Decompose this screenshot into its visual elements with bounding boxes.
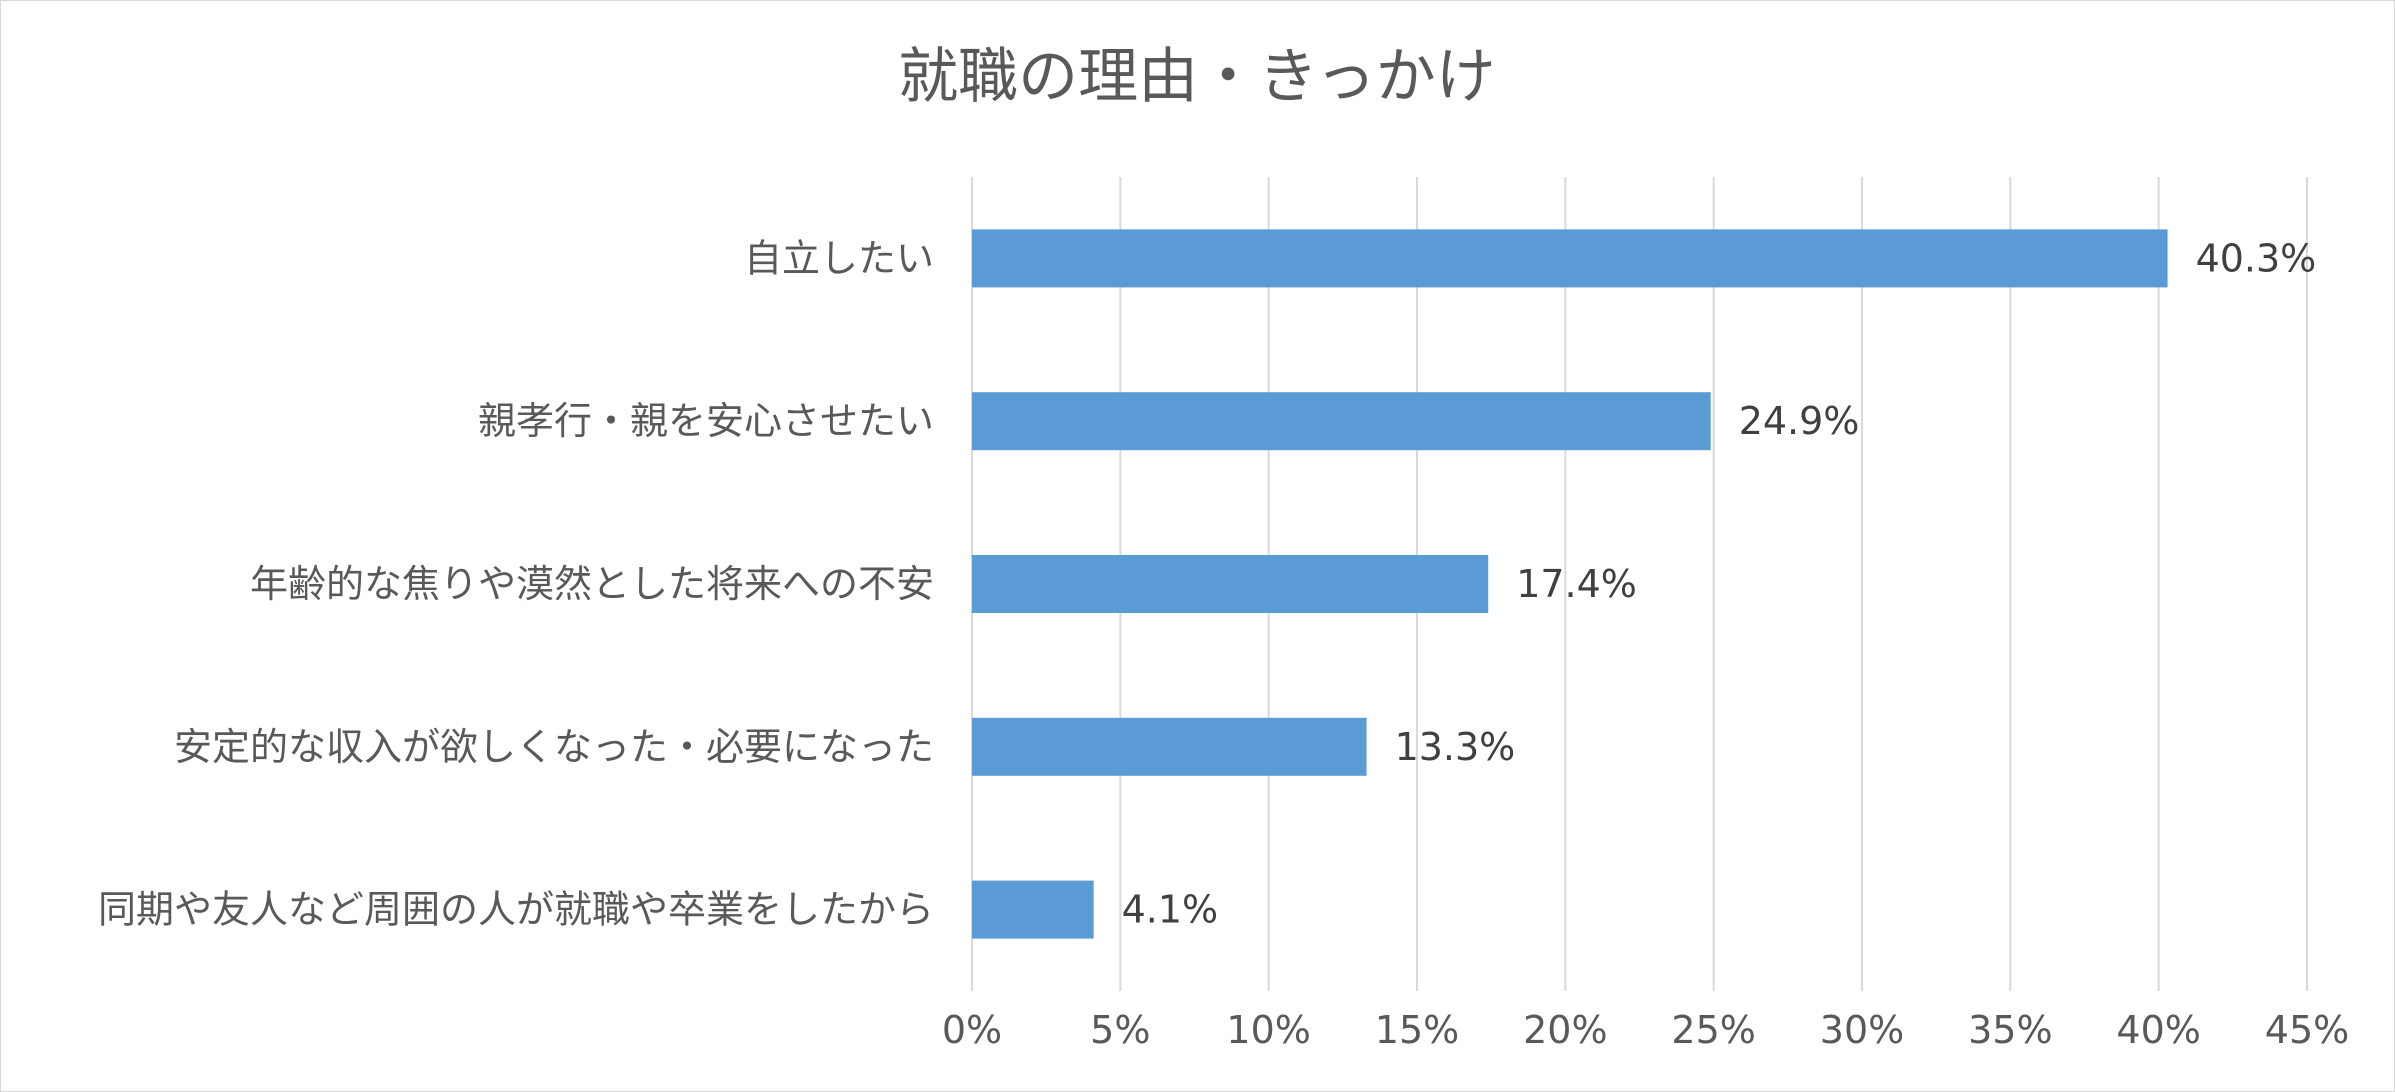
bar — [972, 717, 1367, 776]
data-label: 24.9% — [1739, 399, 1860, 443]
data-label: 40.3% — [2196, 236, 2317, 280]
x-tick-label: 25% — [1671, 1008, 1755, 1052]
x-tick-label: 0% — [942, 1008, 1002, 1052]
gridlines — [971, 177, 2308, 991]
data-label: 13.3% — [1395, 725, 1516, 769]
chart-title: 就職の理由・きっかけ — [898, 42, 1496, 112]
bar — [972, 392, 1711, 451]
category-label: 親孝行・親を安心させたい — [478, 399, 934, 443]
bar — [972, 880, 1094, 939]
bar — [972, 555, 1489, 613]
x-tick-label: 20% — [1523, 1008, 1607, 1052]
category-label: 同期や友人など周囲の人が就職や卒業をしたから — [98, 888, 934, 932]
x-tick-label: 30% — [1820, 1008, 1904, 1052]
bar — [972, 229, 2168, 288]
data-labels: 40.3% 24.9% 17.4% 13.3% 4.1% — [1122, 236, 2317, 931]
x-tick-label: 5% — [1090, 1008, 1150, 1052]
data-label: 17.4% — [1516, 562, 1637, 606]
category-label: 年齢的な焦りや漠然とした将来への不安 — [250, 562, 934, 606]
category-label: 自立したい — [744, 236, 934, 280]
category-label: 安定的な収入が欲しくなった・必要になった — [174, 725, 934, 769]
x-tick-label: 45% — [2265, 1008, 2349, 1052]
bars — [972, 229, 2168, 939]
data-label: 4.1% — [1122, 888, 1219, 932]
x-tick-label: 10% — [1226, 1008, 1310, 1052]
x-tick-label: 15% — [1375, 1008, 1459, 1052]
x-axis-ticks: 0% 5% 10% 15% 20% 25% 30% 35% 40% 45% — [942, 1008, 2349, 1052]
x-tick-label: 40% — [2116, 1008, 2200, 1052]
category-labels: 自立したい親孝行・親を安心させたい年齢的な焦りや漠然とした将来への不安安定的な収… — [98, 236, 934, 931]
x-tick-label: 35% — [1968, 1008, 2052, 1052]
